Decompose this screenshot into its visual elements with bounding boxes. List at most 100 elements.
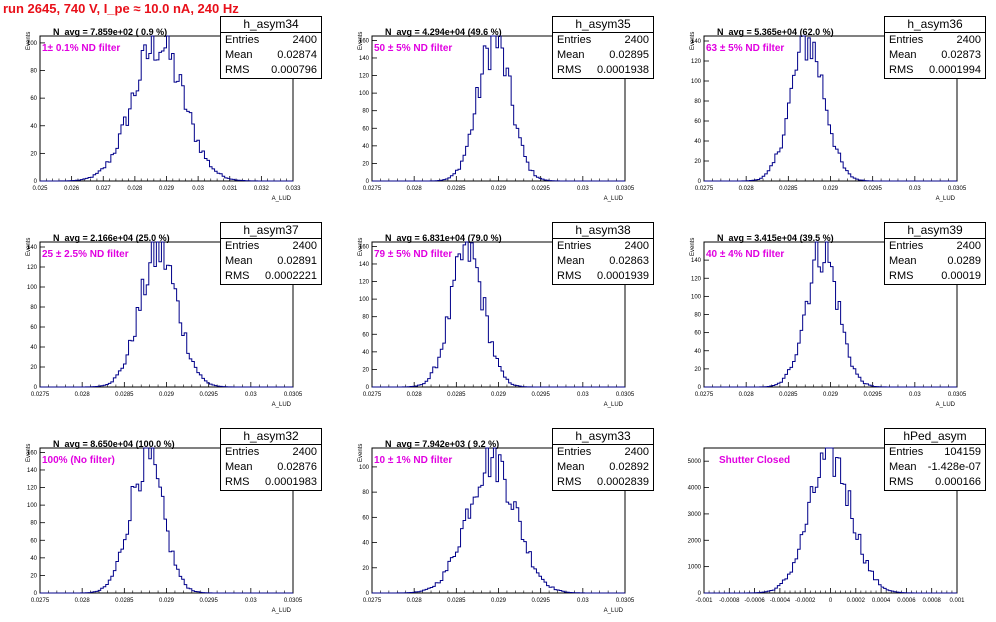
stats-key: Mean (889, 255, 917, 267)
filter-label: 25 ± 2.5% ND filter (42, 249, 129, 260)
stats-key: Entries (557, 240, 592, 252)
histogram-series (372, 35, 625, 182)
x-tick-label: 0.028 (75, 392, 91, 398)
x-tick-label: 0.027 (96, 186, 112, 192)
x-tick-label: 0.0295 (863, 186, 882, 192)
x-tick-label: 0.03 (577, 392, 589, 398)
y-tick-label: 0 (698, 591, 702, 597)
filter-label: 100% (No filter) (42, 455, 115, 466)
stats-row: RMS 0.0001994 (885, 63, 985, 78)
x-tick-label: 0.0275 (363, 392, 382, 398)
stats-key: RMS (889, 270, 914, 282)
y-axis-label: Events (690, 32, 696, 50)
y-tick-label: 0 (366, 385, 370, 391)
x-tick-label: 0.0295 (199, 598, 218, 604)
x-axis-label: A_LUD (936, 196, 956, 202)
x-tick-label: 0.03 (192, 186, 204, 192)
histogram-series (371, 447, 625, 594)
y-tick-label: 80 (362, 315, 369, 321)
x-tick-label: 0.001 (949, 598, 965, 604)
histogram-series (704, 241, 957, 388)
n-avg-label: N_avg = 2.166e+04 (25.0 %) (53, 233, 170, 243)
x-tick-label: 0.0275 (695, 392, 714, 398)
stats-row: Entries 2400 (885, 33, 985, 48)
x-tick-label: 0.028 (407, 186, 423, 192)
stats-value: 0.0289 (947, 255, 981, 267)
y-tick-label: 100 (27, 503, 38, 509)
stats-value: 2400 (292, 446, 317, 458)
histogram-name: h_asym37 (221, 223, 321, 239)
stats-box: h_asym32 Entries 2400 Mean 0.02876 RMS 0.00019… (220, 428, 322, 491)
stats-row: RMS 0.000166 (885, 475, 985, 490)
x-tick-label: 0.029 (823, 186, 839, 192)
histogram-name: h_asym38 (553, 223, 653, 239)
x-tick-label: 0.0305 (616, 392, 635, 398)
stats-value: 0.00019 (941, 270, 981, 282)
y-tick-label: 40 (362, 541, 369, 547)
y-tick-label: 120 (691, 276, 702, 282)
x-axis-label: A_LUD (272, 608, 292, 614)
x-tick-label: 0.028 (407, 392, 423, 398)
y-tick-label: 120 (691, 59, 702, 65)
stats-key: RMS (889, 476, 914, 488)
n-avg-label: N_avg = 7.942e+03 ( 9.2 %) (385, 439, 500, 449)
filter-label: 1± 0.1% ND filter (42, 43, 121, 54)
x-tick-label: 0.029 (491, 392, 507, 398)
histogram-series (372, 241, 625, 388)
x-tick-label: 0.029 (159, 598, 175, 604)
stats-key: Entries (889, 240, 924, 252)
filter-label: 50 ± 5% ND filter (374, 43, 453, 54)
stats-value: 2400 (624, 446, 649, 458)
stats-value: 0.0002839 (597, 476, 649, 488)
stats-value: 0.02891 (277, 255, 317, 267)
stats-row: RMS 0.00019 (885, 269, 985, 284)
x-tick-label: 0.025 (32, 186, 48, 192)
stats-row: RMS 0.0002221 (221, 269, 321, 284)
y-tick-label: 20 (30, 573, 37, 579)
y-tick-label: 40 (30, 345, 37, 351)
x-tick-label: 0.0285 (779, 186, 798, 192)
stats-row: Entries 2400 (553, 33, 653, 48)
page-title: run 2645, 740 V, I_pe ≈ 10.0 nA, 240 Hz (3, 1, 239, 16)
x-tick-label: 0.0295 (531, 598, 550, 604)
y-tick-label: 160 (359, 38, 370, 44)
stats-key: Entries (557, 446, 592, 458)
y-axis-label: Events (26, 238, 32, 256)
stats-value: 104159 (944, 446, 981, 458)
n-avg-label: N_avg = 5.365e+04 (62.0 %) (717, 27, 834, 37)
y-tick-label: 80 (362, 490, 369, 496)
stats-box: h_asym33 Entries 2400 Mean 0.02892 RMS 0.00028… (552, 428, 654, 491)
y-tick-label: 0 (34, 385, 38, 391)
stats-key: Entries (225, 446, 260, 458)
stats-row: Mean 0.0289 (885, 254, 985, 269)
x-tick-label: 0.028 (75, 598, 91, 604)
stats-box: h_asym37 Entries 2400 Mean 0.02891 RMS 0.00022… (220, 222, 322, 285)
histogram-name: h_asym33 (553, 429, 653, 445)
histogram-name: hPed_asym (885, 429, 985, 445)
stats-key: Mean (889, 461, 917, 473)
stats-key: RMS (557, 270, 582, 282)
stats-box: h_asym36 Entries 2400 Mean 0.02873 RMS 0.00019… (884, 16, 986, 79)
stats-value: 2400 (624, 240, 649, 252)
x-tick-label: 0.033 (285, 186, 301, 192)
x-tick-label: 0.0285 (447, 186, 466, 192)
stats-key: RMS (225, 476, 250, 488)
y-tick-label: 20 (362, 367, 369, 373)
x-tick-label: 0.0305 (616, 598, 635, 604)
n-avg-label: N_avg = 6.831e+04 (79.0 %) (385, 233, 502, 243)
y-tick-label: 40 (362, 350, 369, 356)
x-tick-label: 0.029 (823, 392, 839, 398)
x-tick-label: 0.028 (407, 598, 423, 604)
x-tick-label: 0.0275 (695, 186, 714, 192)
stats-value: 0.02874 (277, 49, 317, 61)
y-tick-label: 2000 (688, 538, 702, 544)
x-tick-label: -0.0008 (719, 598, 740, 604)
filter-label: 40 ± 4% ND filter (706, 249, 785, 260)
y-tick-label: 0 (34, 591, 38, 597)
filter-label: 10 ± 1% ND filter (374, 455, 453, 466)
